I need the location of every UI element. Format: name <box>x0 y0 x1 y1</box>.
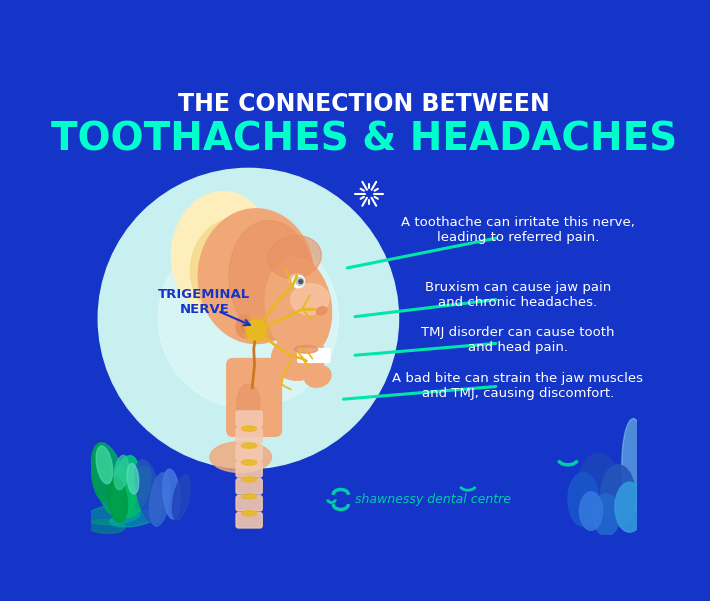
FancyBboxPatch shape <box>236 411 262 426</box>
Circle shape <box>243 317 269 343</box>
Ellipse shape <box>198 209 314 344</box>
Ellipse shape <box>163 469 180 519</box>
Ellipse shape <box>241 319 251 333</box>
Ellipse shape <box>236 315 253 338</box>
Text: TRIGEMINAL
NERVE: TRIGEMINAL NERVE <box>158 288 251 316</box>
Ellipse shape <box>244 321 249 329</box>
Ellipse shape <box>171 192 271 314</box>
Text: Bruxism can cause jaw pain
and chronic headaches.: Bruxism can cause jaw pain and chronic h… <box>425 281 611 310</box>
Ellipse shape <box>295 346 317 353</box>
Ellipse shape <box>601 465 635 526</box>
FancyBboxPatch shape <box>236 462 262 477</box>
Ellipse shape <box>272 334 325 380</box>
Ellipse shape <box>593 493 620 536</box>
Ellipse shape <box>173 475 190 520</box>
Ellipse shape <box>229 221 314 340</box>
Ellipse shape <box>241 443 257 448</box>
Ellipse shape <box>87 519 125 534</box>
Ellipse shape <box>241 460 257 465</box>
FancyBboxPatch shape <box>236 428 262 444</box>
FancyBboxPatch shape <box>236 445 262 460</box>
Ellipse shape <box>96 446 113 484</box>
Ellipse shape <box>114 456 129 490</box>
Ellipse shape <box>110 510 155 527</box>
FancyBboxPatch shape <box>236 478 262 494</box>
Ellipse shape <box>241 426 257 432</box>
Text: A bad bite can strain the jaw muscles
and TMJ, causing discomfort.: A bad bite can strain the jaw muscles an… <box>393 372 643 400</box>
Text: TOOTHACHES & HEADACHES: TOOTHACHES & HEADACHES <box>50 121 677 159</box>
Text: TMJ disorder can cause tooth
and head pain.: TMJ disorder can cause tooth and head pa… <box>421 326 615 354</box>
Ellipse shape <box>291 284 329 315</box>
Ellipse shape <box>237 384 260 423</box>
Ellipse shape <box>135 460 161 524</box>
FancyBboxPatch shape <box>297 349 330 362</box>
Ellipse shape <box>622 419 645 511</box>
FancyBboxPatch shape <box>236 513 262 528</box>
Circle shape <box>299 279 302 284</box>
Ellipse shape <box>190 219 275 319</box>
Ellipse shape <box>615 482 644 532</box>
Ellipse shape <box>87 505 141 525</box>
Ellipse shape <box>289 274 305 286</box>
Circle shape <box>98 168 398 469</box>
Ellipse shape <box>92 443 128 517</box>
Ellipse shape <box>111 456 140 520</box>
Circle shape <box>158 228 339 409</box>
Ellipse shape <box>266 257 332 357</box>
Text: shawnessy dental centre: shawnessy dental centre <box>354 493 510 506</box>
Ellipse shape <box>210 442 271 472</box>
Ellipse shape <box>123 466 151 517</box>
FancyBboxPatch shape <box>236 496 262 511</box>
Circle shape <box>246 320 266 340</box>
Ellipse shape <box>305 365 331 387</box>
FancyBboxPatch shape <box>226 359 281 436</box>
Ellipse shape <box>91 444 113 501</box>
Ellipse shape <box>579 492 603 530</box>
Text: THE CONNECTION BETWEEN: THE CONNECTION BETWEEN <box>178 93 550 117</box>
Ellipse shape <box>107 477 128 522</box>
Ellipse shape <box>127 463 138 494</box>
Ellipse shape <box>568 472 599 526</box>
Ellipse shape <box>316 307 327 315</box>
Text: A toothache can irritate this nerve,
leading to referred pain.: A toothache can irritate this nerve, lea… <box>401 216 635 244</box>
Circle shape <box>293 275 305 288</box>
Ellipse shape <box>150 473 170 526</box>
Ellipse shape <box>577 453 620 523</box>
Ellipse shape <box>241 511 257 516</box>
Ellipse shape <box>241 493 257 499</box>
Ellipse shape <box>241 477 257 482</box>
Ellipse shape <box>268 236 322 278</box>
Circle shape <box>296 278 304 285</box>
